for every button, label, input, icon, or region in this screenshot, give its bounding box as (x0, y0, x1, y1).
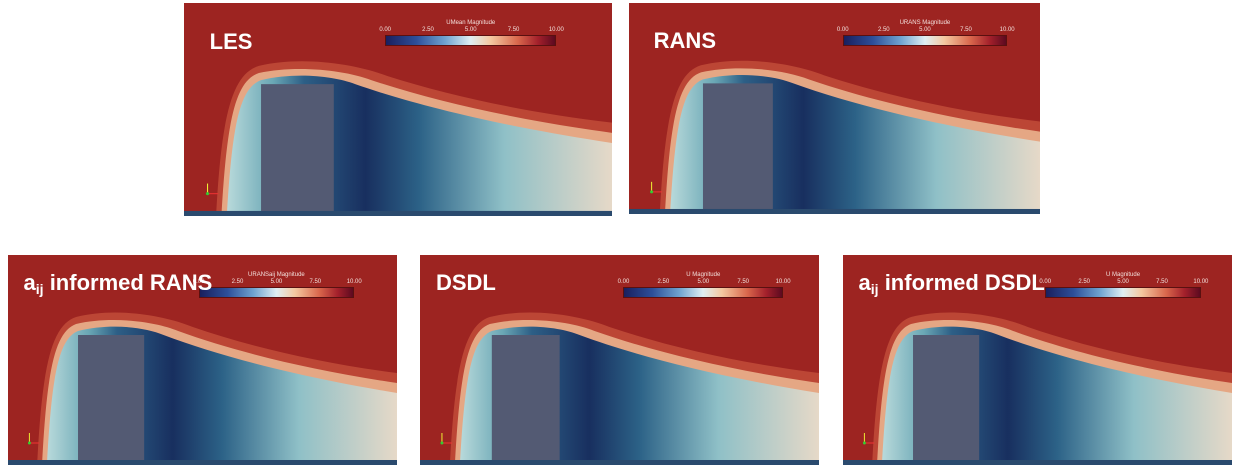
colorbar-tick-label: 0.00 (379, 27, 391, 33)
axis-z (206, 192, 209, 195)
colorbar-tick-label: 5.00 (697, 279, 709, 285)
title-base: a (24, 270, 36, 295)
panel-title: aij informed DSDL (859, 270, 1045, 297)
title-text: DSDL (436, 270, 496, 295)
title-text: RANS (654, 28, 716, 53)
title-text: informed RANS (44, 270, 213, 295)
panel-title: RANS (654, 28, 716, 54)
colorbar-tick-label: 10.00 (1000, 27, 1015, 33)
colorbar-tick-label: 5.00 (465, 27, 477, 33)
building (913, 335, 979, 465)
colorbar-tick-label: 7.50 (508, 27, 520, 33)
colorbar-tick-label: 10.00 (347, 279, 362, 285)
ground (629, 209, 1040, 214)
colorbar-tick-label: 2.50 (878, 27, 890, 33)
colorbar-bar (1045, 287, 1201, 298)
colorbar-tick-label: 7.50 (737, 279, 749, 285)
colorbar-tick-label: 7.50 (309, 279, 321, 285)
building (492, 335, 560, 465)
title-text: informed DSDL (879, 270, 1045, 295)
colorbar-tick-label: 7.50 (1156, 279, 1168, 285)
colorbar-tick-label: 0.00 (618, 279, 630, 285)
colorbar-tick-label: 2.50 (658, 279, 670, 285)
axis-z (440, 442, 443, 445)
panel-title: DSDL (436, 270, 496, 296)
colorbar-tick-label: 5.00 (919, 27, 931, 33)
colorbar-tick-label: 2.50 (422, 27, 434, 33)
colorbar-tick-label: 2.50 (1078, 279, 1090, 285)
colorbar-tick-label: 7.50 (960, 27, 972, 33)
building (703, 83, 773, 214)
panel-title: LES (210, 29, 253, 55)
title-text: LES (210, 29, 253, 54)
figure: UMean Magnitude0.002.505.007.5010.00LESU… (0, 0, 1239, 465)
panel-title: aij informed RANS (24, 270, 213, 297)
colorbar-tick-label: 10.00 (776, 279, 791, 285)
colorbar-bar (385, 35, 556, 46)
colorbar-bar (199, 287, 355, 298)
colorbar-bar (843, 35, 1007, 46)
title-subscript: ij (36, 281, 44, 297)
title-base: a (859, 270, 871, 295)
title-subscript: ij (871, 281, 879, 297)
axis-z (650, 190, 653, 193)
colorbar-tick-label: 5.00 (1117, 279, 1129, 285)
colorbar-tick-label: 10.00 (549, 27, 564, 33)
colorbar-tick-label: 0.00 (837, 27, 849, 33)
colorbar-bar (623, 287, 783, 298)
building (78, 335, 144, 465)
ground (843, 460, 1232, 465)
axis-z (863, 442, 866, 445)
axis-z (28, 442, 31, 445)
ground (420, 460, 819, 465)
colorbar-tick-label: 10.00 (1193, 279, 1208, 285)
ground (8, 460, 397, 465)
ground (184, 211, 612, 216)
colorbar-tick-label: 2.50 (232, 279, 244, 285)
building (261, 84, 334, 216)
colorbar-tick-label: 5.00 (271, 279, 283, 285)
